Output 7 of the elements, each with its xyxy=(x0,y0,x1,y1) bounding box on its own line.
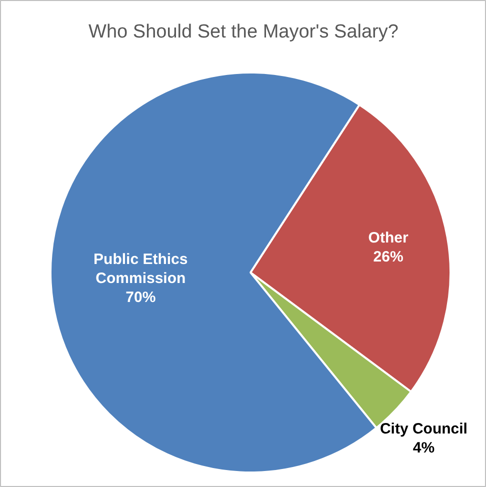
slice-label: Other xyxy=(368,230,408,247)
data-label: 70% xyxy=(126,288,156,306)
data-label: 4% xyxy=(412,440,435,457)
chart-title: Who Should Set the Mayor's Salary? xyxy=(88,22,398,42)
slice-label: Public Ethics Commission xyxy=(94,250,188,287)
slice-label: City Council xyxy=(380,420,468,438)
data-label: 26% xyxy=(373,248,404,266)
